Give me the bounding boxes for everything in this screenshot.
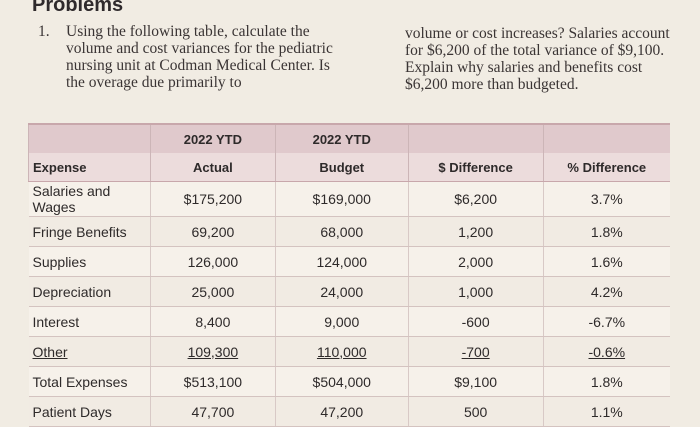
table-cell: 25,000 — [149, 276, 276, 307]
table-cell: $9,100 — [407, 366, 544, 397]
table-cell: 47,200 — [274, 396, 409, 427]
table-cell: -6.7% — [542, 306, 670, 337]
table-cell: $6,200 — [407, 181, 544, 217]
header-cell: Budget — [274, 153, 409, 182]
problem-text-left-body: Using the following table, calculate the… — [66, 23, 333, 91]
table-cell: 68,000 — [274, 216, 409, 247]
table-cell: 1.8% — [542, 366, 670, 397]
table-cell: 126,000 — [149, 246, 276, 277]
table-row: Total Expenses $513,100 $504,000 $9,100 … — [28, 366, 670, 397]
table-cell: Interest — [28, 306, 151, 337]
table-cell: Total Expenses — [28, 366, 151, 397]
table-cell: 24,000 — [274, 276, 409, 307]
table-cell: -700 — [407, 336, 544, 367]
table-cell: Supplies — [28, 246, 151, 277]
table-cell: Depreciation — [28, 276, 151, 307]
table-cell: $175,200 — [149, 181, 276, 217]
table-cell: 47,700 — [149, 396, 276, 427]
table-cell: 1,200 — [407, 216, 544, 247]
table-header-row-2: Expense Actual Budget $ Difference % Dif… — [28, 153, 670, 182]
problem-number: 1. — [38, 23, 50, 40]
table-cell: 2,000 — [407, 246, 544, 277]
header-cell — [407, 123, 544, 153]
table-cell: -0.6% — [542, 336, 670, 367]
header-cell — [28, 123, 151, 153]
table-header-row-1: 2022 YTD 2022 YTD — [28, 123, 670, 153]
table-cell: 124,000 — [274, 246, 409, 277]
table-row: Other 109,300 110,000 -700 -0.6% — [28, 336, 670, 367]
table-row: Patient Days 47,700 47,200 500 1.1% — [28, 396, 670, 427]
table-cell: 500 — [407, 396, 544, 427]
table-row: Interest 8,400 9,000 -600 -6.7% — [28, 306, 670, 337]
table-row: Salaries and Wages $175,200 $169,000 $6,… — [28, 181, 670, 217]
table-cell: $513,100 — [149, 366, 276, 397]
table-cell: 1.1% — [542, 396, 670, 427]
table-cell: $504,000 — [274, 366, 409, 397]
header-cell: Actual — [149, 153, 276, 182]
table-cell: Patient Days — [28, 396, 151, 427]
table-cell: -600 — [407, 306, 544, 337]
table-row: Fringe Benefits 69,200 68,000 1,200 1.8% — [28, 216, 670, 247]
table-cell: 69,200 — [149, 216, 276, 247]
header-cell: Expense — [28, 153, 151, 182]
table-cell: $169,000 — [274, 181, 409, 217]
header-cell: 2022 YTD — [274, 123, 409, 153]
section-title: Problems — [32, 0, 124, 16]
problem-text-left: 1. Using the following table, calculate … — [38, 23, 348, 91]
header-cell: 2022 YTD — [149, 123, 276, 153]
problem-text-right: volume or cost increases? Salaries accou… — [405, 25, 670, 93]
table-row: Depreciation 25,000 24,000 1,000 4.2% — [28, 276, 670, 307]
header-cell: % Difference — [542, 153, 670, 182]
header-cell: $ Difference — [407, 153, 544, 182]
table-cell: 1.6% — [542, 246, 670, 277]
expense-variance-table: 2022 YTD 2022 YTD Expense Actual Budget … — [28, 123, 670, 427]
header-cell — [542, 123, 670, 153]
table-cell: 109,300 — [149, 336, 276, 367]
table-cell: 1.8% — [542, 216, 670, 247]
table-cell: 4.2% — [542, 276, 670, 307]
table-cell: 1,000 — [407, 276, 544, 307]
table-cell: Salaries and Wages — [28, 181, 151, 217]
table-cell: 8,400 — [149, 306, 276, 337]
table-cell: Fringe Benefits — [28, 216, 151, 247]
table-cell: 110,000 — [274, 336, 409, 367]
table-row: Supplies 126,000 124,000 2,000 1.6% — [28, 246, 670, 277]
table-cell: 9,000 — [274, 306, 409, 337]
table-cell: Other — [28, 336, 151, 367]
table-cell: 3.7% — [542, 181, 670, 217]
